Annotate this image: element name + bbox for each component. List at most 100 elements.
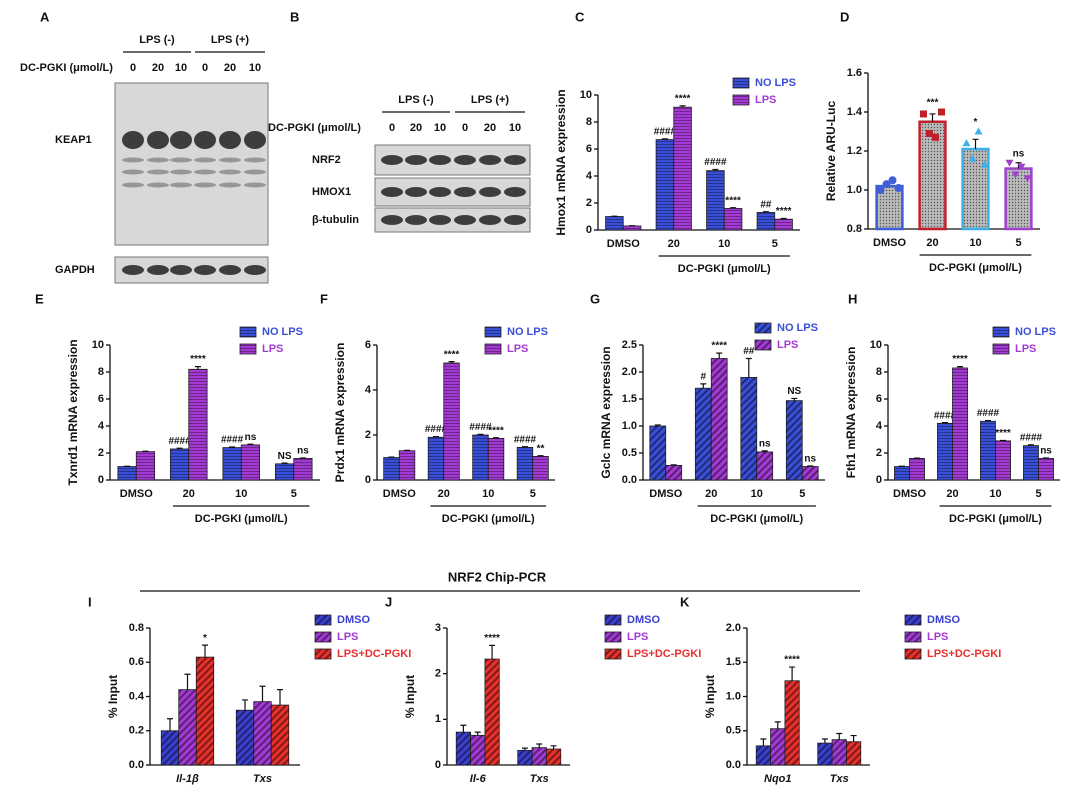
bar-hatch (161, 730, 179, 765)
legend-label: NO LPS (1015, 326, 1056, 338)
y-tick-label: 4 (586, 170, 593, 182)
bar-hatch (170, 448, 189, 480)
bar-hatch (293, 458, 313, 480)
bar-hatch (222, 447, 242, 480)
data-point (1017, 163, 1026, 171)
significance-label: #### (425, 424, 448, 435)
error-bar (521, 747, 528, 751)
bar-hatch (774, 219, 793, 230)
blot-band (381, 155, 403, 165)
x-tick-label: 10 (969, 237, 981, 249)
blot-band (429, 155, 451, 165)
panel-label: J (385, 594, 392, 609)
significance-label: #### (221, 435, 244, 446)
bar-hatch (399, 450, 415, 480)
x-tick-label: 20 (926, 237, 938, 249)
lane-label: 20 (224, 62, 236, 74)
error-bar (474, 731, 481, 736)
y-axis-label: Prdx1 mRNA expression (333, 343, 347, 483)
dose-label: DC-PGKI (μmol/L) (268, 122, 361, 134)
bar-hatch (1038, 458, 1054, 480)
error-bar (661, 138, 668, 140)
blot-band (194, 265, 216, 275)
legend-label: LPS (777, 339, 798, 351)
error-bar (477, 433, 484, 435)
error-bar (537, 455, 544, 457)
significance-label: ns (804, 454, 816, 465)
legend-swatch-hatch (993, 327, 1009, 337)
significance-label: #### (1020, 433, 1043, 444)
significance-label: **** (776, 206, 792, 217)
significance-label: **** (484, 633, 500, 644)
legend-swatch-hatch (733, 78, 749, 88)
lps-label: LPS (+) (471, 94, 510, 106)
significance-label: ## (743, 346, 755, 357)
panel-label: D (840, 9, 849, 24)
legend-label: DMSO (337, 614, 370, 626)
y-tick-label: 2.0 (622, 366, 637, 378)
significance-label: #### (977, 408, 1000, 419)
blot-band (405, 215, 427, 225)
x-tick-label: 5 (291, 488, 297, 500)
bar-hatch (275, 463, 294, 480)
legend-swatch-hatch (905, 632, 921, 642)
significance-label: **** (711, 341, 727, 352)
error-bar (807, 465, 814, 467)
blot-band (454, 215, 476, 225)
blot-band (122, 169, 144, 175)
bar-hatch (236, 710, 254, 765)
bar-hatch (271, 705, 289, 765)
dose-label: DC-PGKI (μmol/L) (20, 62, 113, 74)
lps-label: LPS (-) (139, 34, 175, 46)
y-tick-label: 1.2 (847, 145, 862, 157)
bar-hatch (605, 216, 624, 230)
y-axis-label: Gclc mRNA expression (599, 346, 613, 478)
bar-hatch (756, 451, 773, 480)
data-point (876, 186, 885, 194)
significance-label: **** (675, 93, 691, 104)
legend-swatch-hatch (605, 615, 621, 625)
bar-hatch (517, 750, 533, 765)
data-point (980, 160, 989, 168)
significance-label: #### (514, 434, 537, 445)
error-bar (716, 352, 723, 359)
error-bar (550, 745, 557, 750)
legend-swatch-hatch (315, 615, 331, 625)
x-tick-label: 5 (772, 238, 778, 250)
blot-band (219, 169, 241, 175)
legend-swatch-hatch (755, 340, 771, 350)
blot-band (504, 215, 526, 225)
error-bar (229, 446, 236, 448)
legend-label: LPS+DC-PGKI (927, 648, 1001, 660)
y-tick-label: 10 (870, 339, 882, 351)
legend-label: LPS+DC-PGKI (337, 648, 411, 660)
error-bar (761, 450, 768, 452)
legend-swatch-hatch (485, 327, 501, 337)
legend-swatch-hatch (733, 95, 749, 105)
legend-swatch-hatch (993, 344, 1009, 354)
bar-hatch (756, 745, 771, 765)
y-tick-label: 10 (580, 89, 592, 101)
y-tick-label: 0.0 (622, 474, 637, 486)
legend-swatch-hatch (240, 344, 256, 354)
bar-hatch (770, 728, 785, 765)
band-label: NRF2 (312, 154, 341, 166)
x-tick-label: DMSO (873, 237, 906, 249)
blot-band (405, 187, 427, 197)
error-bar (184, 673, 191, 690)
bar-hatch (786, 400, 803, 480)
error-bar (774, 721, 781, 729)
y-axis-label: Hmox1 mRNA expression (554, 89, 568, 235)
error-bar (941, 422, 948, 424)
panel-label: A (40, 9, 50, 24)
bar-hatch (757, 212, 775, 230)
bar-hatch (196, 657, 214, 765)
panel-label: I (88, 594, 92, 609)
bar-hatch (695, 388, 712, 480)
x-tick-label: Txs (530, 773, 549, 785)
chip-title: NRF2 Chip-PCR (448, 569, 547, 584)
significance-label: * (203, 633, 207, 644)
y-axis-label: Fth1 mRNA expression (844, 347, 858, 479)
significance-label: ns (245, 432, 257, 443)
